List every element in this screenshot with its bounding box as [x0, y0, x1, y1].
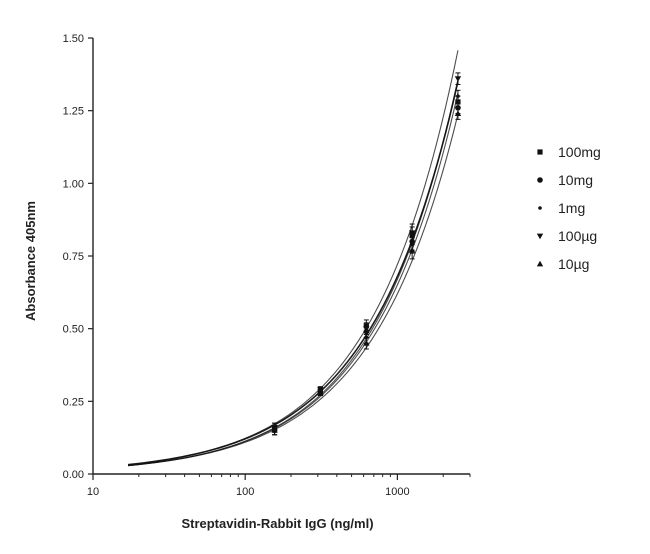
fit-curve	[127, 81, 459, 466]
legend-label: 1mg	[558, 200, 585, 216]
y-tick-label: 1.25	[63, 106, 84, 118]
x-tick-label: 1000	[385, 486, 409, 498]
legend-label: 10mg	[558, 172, 593, 188]
x-tick-label: 10	[87, 486, 99, 498]
point-triangle-up	[408, 246, 416, 253]
point-triangle-up	[317, 389, 324, 396]
ticks: 0.00 0.25 0.50 0.75 1.00 1.25 1.50 10 100 1000	[63, 33, 471, 498]
point-triangle-up	[454, 110, 462, 116]
y-axis-title: Absorbance 405nm	[23, 201, 38, 321]
data-points	[271, 72, 462, 436]
legend-label: 10µg	[558, 256, 589, 272]
point-square	[537, 149, 543, 155]
point-triangle-down	[363, 326, 370, 332]
y-tick-label: 0.50	[63, 324, 84, 336]
y-tick-label: 0.25	[63, 396, 84, 408]
legend-label: 100µg	[558, 228, 597, 244]
fit-curve	[128, 92, 459, 467]
point-triangle-up	[271, 427, 278, 433]
fit-curve	[128, 50, 459, 466]
y-tick-label: 0.00	[63, 469, 84, 481]
y-tick-label: 1.50	[63, 33, 84, 45]
fit-curve	[128, 114, 459, 467]
y-tick-label: 1.00	[63, 178, 84, 190]
legend-label: 100mg	[558, 144, 601, 160]
point-circle	[537, 177, 543, 183]
legend: 100mg 10mg 1mg 100µg 10µg	[536, 144, 601, 272]
y-tick-label: 0.75	[63, 251, 84, 263]
x-tick-label: 100	[236, 486, 254, 498]
fit-curve	[128, 79, 459, 467]
point-triangle-up	[363, 340, 370, 346]
point-triangle-up	[536, 260, 544, 267]
point-triangle-down	[408, 230, 416, 236]
point-triangle-down	[536, 233, 544, 240]
point-small-circle	[538, 206, 542, 210]
fit-curves	[127, 50, 459, 467]
x-axis-title: Streptavidin-Rabbit IgG (ng/ml)	[181, 516, 373, 531]
point-small-circle	[456, 94, 460, 98]
point-triangle-down	[454, 76, 462, 82]
